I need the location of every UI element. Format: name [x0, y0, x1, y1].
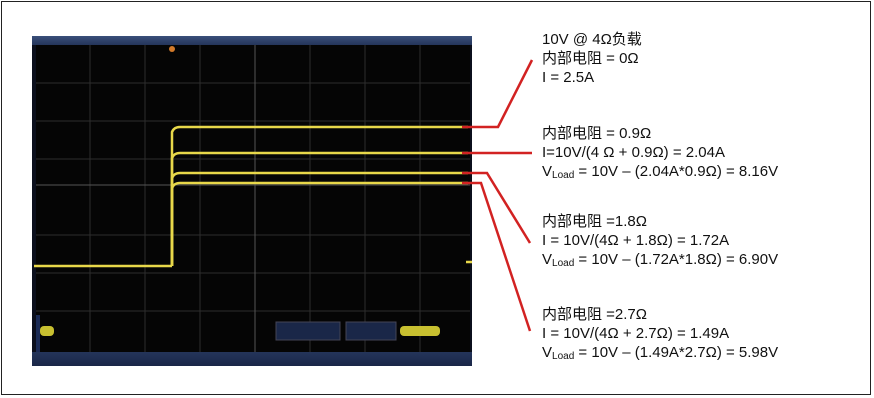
scope-channel-badge	[400, 326, 440, 336]
annotation-line: 内部电阻 = 0.9Ω	[542, 125, 652, 142]
leader-2.7ohm	[462, 181, 532, 332]
scope-timebase-readout	[275, 321, 341, 341]
annotation-line: I = 10V/(4Ω + 1.8Ω) = 1.72A	[542, 232, 730, 249]
vload-equation: = 10V – (2.04A*0.9Ω) = 8.16V	[574, 163, 779, 180]
annotation-line: 内部电阻 =2.7Ω	[542, 306, 647, 323]
vload-line: VLoad = 10V – (1.72A*1.8Ω) = 6.90V	[542, 250, 778, 269]
annotation-line: 内部电阻 = 0Ω	[542, 50, 639, 67]
scope-status-bar	[32, 36, 472, 45]
scope-edge	[36, 315, 40, 352]
annotation-line: I = 2.5A	[542, 69, 595, 86]
scope-display	[36, 45, 470, 352]
voltage-traces	[34, 125, 472, 268]
vload-symbol: V	[542, 251, 553, 268]
scope-center-axes	[36, 45, 470, 352]
vload-subscript: Load	[552, 170, 575, 181]
leader-lines	[462, 59, 534, 332]
annotation-line: I = 10V/(4Ω + 2.7Ω) = 1.49A	[542, 325, 730, 342]
annotation-block-0ohm: 10V @ 4Ω负载 内部电阻 = 0Ω I = 2.5A	[542, 30, 642, 87]
trigger-marker	[169, 46, 175, 52]
trace-0.9ohm	[170, 151, 468, 266]
vload-subscript: Load	[552, 258, 575, 269]
scope-readout-bar	[32, 352, 472, 366]
vload-symbol: V	[542, 344, 553, 361]
trace-1.8ohm	[170, 171, 468, 266]
vload-subscript: Load	[552, 351, 575, 362]
scope-graticule	[36, 45, 470, 352]
vload-symbol: V	[542, 163, 553, 180]
scope-channel1-badge	[40, 326, 54, 336]
annotation-line: I=10V/(4 Ω + 0.9Ω) = 2.04A	[542, 144, 725, 161]
vload-line: VLoad = 10V – (2.04A*0.9Ω) = 8.16V	[542, 162, 778, 181]
annotation-line: 内部电阻 =1.8Ω	[542, 213, 647, 230]
annotation-block-2.7ohm: 内部电阻 =2.7Ω I = 10V/(4Ω + 2.7Ω) = 1.49A V…	[542, 305, 778, 362]
leader-0ohm	[462, 59, 534, 129]
annotation-line: 10V @ 4Ω负载	[542, 31, 642, 48]
leader-1.8ohm	[462, 171, 532, 244]
vload-equation: = 10V – (1.49A*2.7Ω) = 5.98V	[574, 344, 779, 361]
trace-2.7ohm	[170, 181, 468, 266]
scope-sample-readout	[345, 321, 397, 341]
vload-equation: = 10V – (1.72A*1.8Ω) = 6.90V	[574, 251, 779, 268]
vload-line: VLoad = 10V – (1.49A*2.7Ω) = 5.98V	[542, 343, 778, 362]
annotation-block-1.8ohm: 内部电阻 =1.8Ω I = 10V/(4Ω + 1.8Ω) = 1.72A V…	[542, 212, 778, 269]
annotation-block-0.9ohm: 内部电阻 = 0.9Ω I=10V/(4 Ω + 0.9Ω) = 2.04A V…	[542, 124, 778, 181]
trace-0ohm	[170, 125, 468, 266]
